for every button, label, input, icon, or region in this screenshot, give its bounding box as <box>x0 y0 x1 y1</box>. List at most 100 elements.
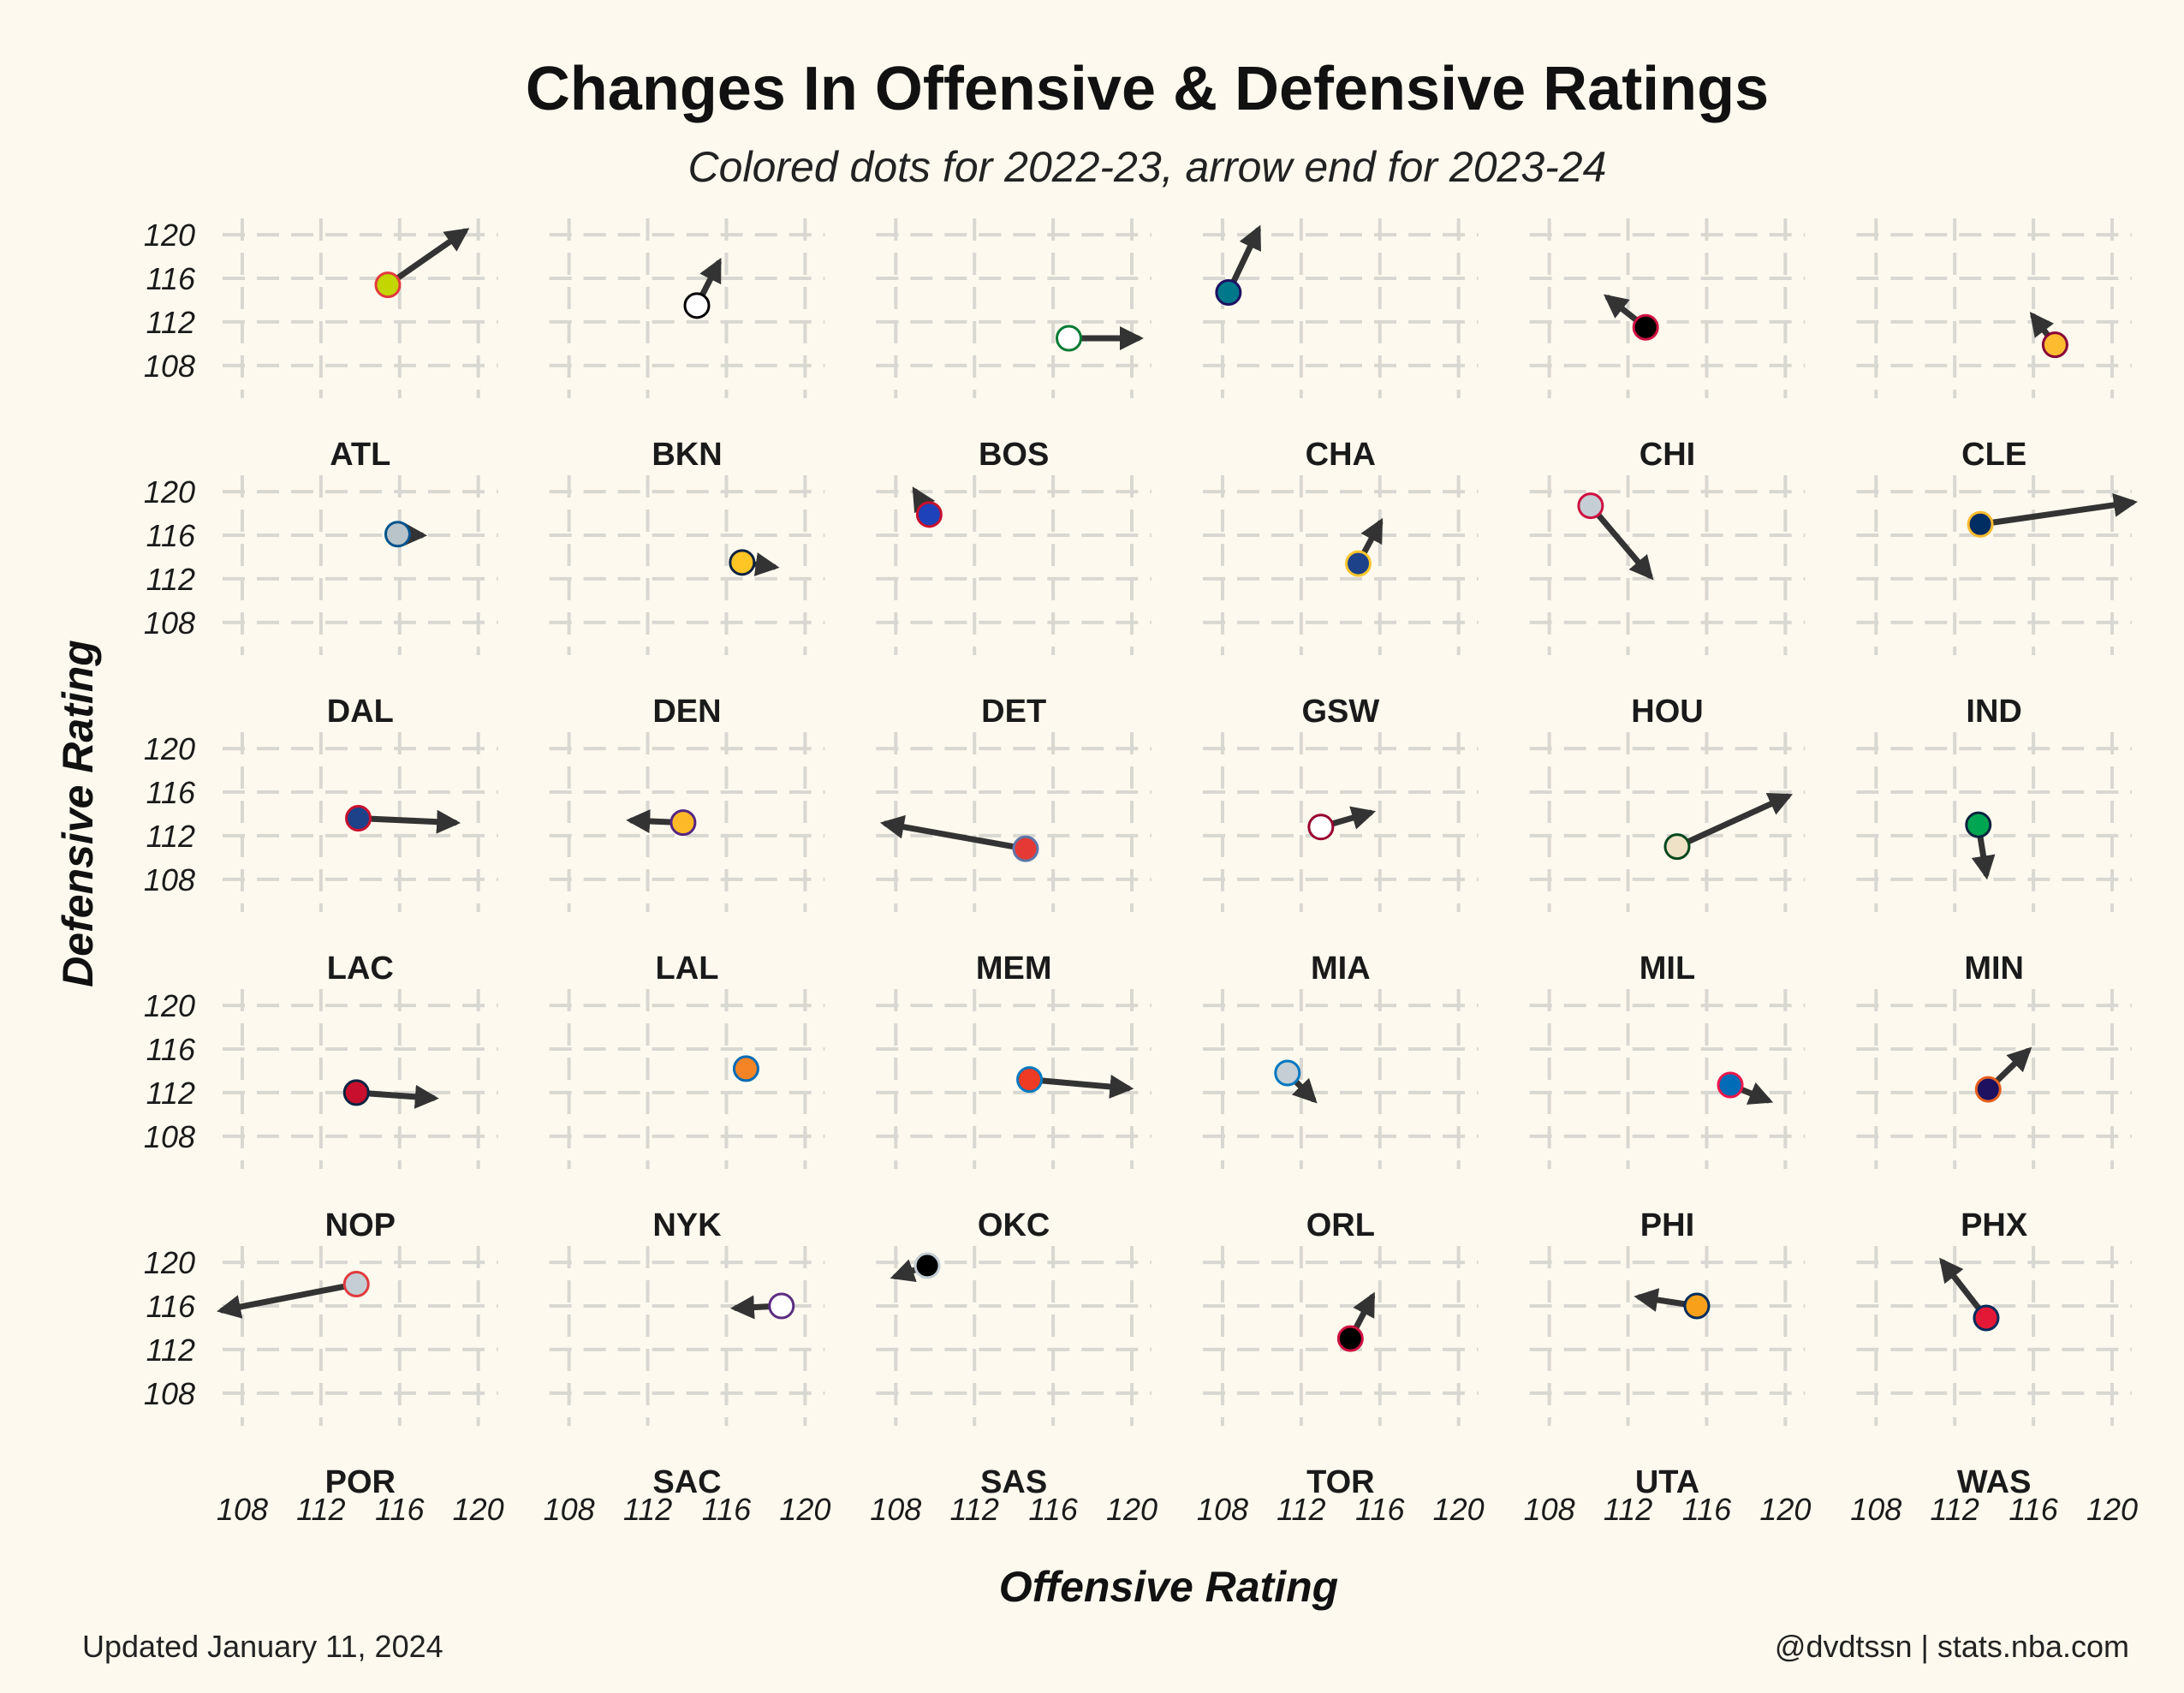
dot-chi <box>1632 313 1659 341</box>
dot-sas <box>913 1252 941 1279</box>
dot-bos <box>1055 325 1082 352</box>
y-tick-label: 116 <box>146 1289 196 1324</box>
team-label-phx: PHX <box>1961 1207 2028 1243</box>
facet-panels: ATL BKN BOS CHA CHI CLE DAL DEN DET GSW HOU IND LAC L… <box>217 218 2138 1500</box>
footer-credit: @dvdtssn | stats.nba.com <box>1775 1629 2129 1664</box>
dot-hou <box>1577 492 1604 520</box>
panel-cle: CLE <box>1856 218 2132 473</box>
y-axis-title: Defensive Rating <box>54 640 102 987</box>
dot-tor <box>1336 1325 1364 1352</box>
dot-sac <box>768 1292 795 1320</box>
dot-was <box>1973 1304 2000 1332</box>
dot-nyk <box>732 1055 759 1082</box>
arrow-hou <box>1587 503 1654 581</box>
x-tick-label: 108 <box>1197 1492 1248 1527</box>
y-tick-label: 116 <box>146 775 196 810</box>
team-label-atl: ATL <box>330 437 390 473</box>
dot-atl <box>374 271 402 299</box>
team-label-mil: MIL <box>1639 951 1695 987</box>
x-tick-label: 112 <box>623 1492 672 1527</box>
dot-mil <box>1663 833 1691 861</box>
dot-phi <box>1717 1071 1744 1099</box>
x-tick-label: 120 <box>2086 1492 2138 1527</box>
team-label-bkn: BKN <box>652 437 722 473</box>
panel-was: WAS <box>1856 1246 2132 1500</box>
panel-lac: LAC <box>223 732 498 987</box>
dot-cha <box>1215 279 1242 307</box>
arrow-ind <box>1977 492 2138 528</box>
team-label-por: POR <box>325 1464 396 1500</box>
panel-cha: CHA <box>1203 218 1479 473</box>
x-tick-labels: 108 112 116 120 108 112 116 120 108 112 116 120 108 1… <box>217 1492 2138 1527</box>
panel-sac: SAC <box>549 1246 825 1500</box>
panel-orl: ORL <box>1203 989 1479 1243</box>
arrow-lac <box>355 809 461 834</box>
x-tick-label: 116 <box>1682 1492 1732 1527</box>
footer-updated: Updated January 11, 2024 <box>82 1629 443 1664</box>
y-tick-label: 112 <box>146 305 195 340</box>
x-axis-title: Offensive Rating <box>999 1563 1338 1611</box>
x-tick-label: 108 <box>544 1492 595 1527</box>
team-label-det: DET <box>981 694 1046 730</box>
panel-mia: MIA <box>1203 732 1479 987</box>
team-label-ind: IND <box>1966 694 2021 730</box>
arrow-mem <box>879 814 1029 852</box>
y-tick-label: 120 <box>144 218 195 253</box>
y-tick-label: 112 <box>146 819 195 854</box>
x-tick-label: 108 <box>1524 1492 1575 1527</box>
panel-chi: CHI <box>1529 218 1806 473</box>
dot-mem <box>1012 835 1039 862</box>
y-tick-labels: 120 116 112 108 120 116 112 108 120 116 112 108 120 1… <box>144 218 196 1411</box>
dot-dal <box>384 521 411 548</box>
panel-hou: HOU <box>1529 475 1806 730</box>
x-tick-label: 116 <box>375 1492 425 1527</box>
dot-okc <box>1016 1066 1044 1094</box>
team-label-uta: UTA <box>1635 1464 1699 1500</box>
dot-ind <box>1967 510 1994 538</box>
dot-det <box>915 501 943 528</box>
y-tick-label: 116 <box>146 1032 196 1067</box>
panel-ind: IND <box>1856 475 2138 730</box>
team-label-min: MIN <box>1964 951 2024 987</box>
panel-tor: TOR <box>1203 1246 1479 1500</box>
y-tick-label: 120 <box>144 988 195 1023</box>
panel-bos: BOS <box>876 218 1152 473</box>
x-tick-label: 120 <box>453 1492 504 1527</box>
panel-bkn: BKN <box>549 218 825 473</box>
team-label-nyk: NYK <box>652 1207 722 1243</box>
panel-gsw: GSW <box>1203 475 1479 730</box>
team-label-cha: CHA <box>1306 437 1376 473</box>
dot-por <box>342 1271 370 1298</box>
panel-uta: UTA <box>1529 1246 1806 1500</box>
arrow-mil <box>1674 793 1794 850</box>
y-tick-label: 112 <box>146 1332 195 1368</box>
chart-title: Changes In Offensive & Defensive Ratings <box>526 55 1769 123</box>
panel-mem: MEM <box>876 732 1152 987</box>
x-tick-label: 108 <box>870 1492 921 1527</box>
panel-phi: PHI <box>1529 989 1806 1243</box>
panel-por: POR <box>217 1246 498 1500</box>
team-label-sac: SAC <box>652 1464 721 1500</box>
panel-nyk: NYK <box>549 989 825 1243</box>
team-label-nop: NOP <box>325 1207 396 1243</box>
panel-min: MIN <box>1856 732 2132 987</box>
team-label-cle: CLE <box>1961 437 2026 473</box>
dot-gsw <box>1345 550 1372 577</box>
panel-phx: PHX <box>1856 989 2132 1243</box>
team-label-was: WAS <box>1957 1464 2032 1500</box>
y-tick-label: 108 <box>144 862 195 897</box>
team-label-orl: ORL <box>1306 1207 1375 1243</box>
team-label-lal: LAL <box>656 951 719 987</box>
x-tick-label: 120 <box>1759 1492 1811 1527</box>
dot-cle <box>2041 331 2068 359</box>
y-tick-label: 112 <box>146 562 195 597</box>
panel-atl: ATL <box>223 218 498 473</box>
x-tick-label: 120 <box>1433 1492 1485 1527</box>
team-label-mia: MIA <box>1311 951 1371 987</box>
dot-orl <box>1274 1059 1301 1087</box>
panel-mil: MIL <box>1529 732 1806 987</box>
y-tick-label: 108 <box>144 1376 195 1411</box>
dot-lac <box>345 805 372 832</box>
panel-nop: NOP <box>223 989 498 1243</box>
